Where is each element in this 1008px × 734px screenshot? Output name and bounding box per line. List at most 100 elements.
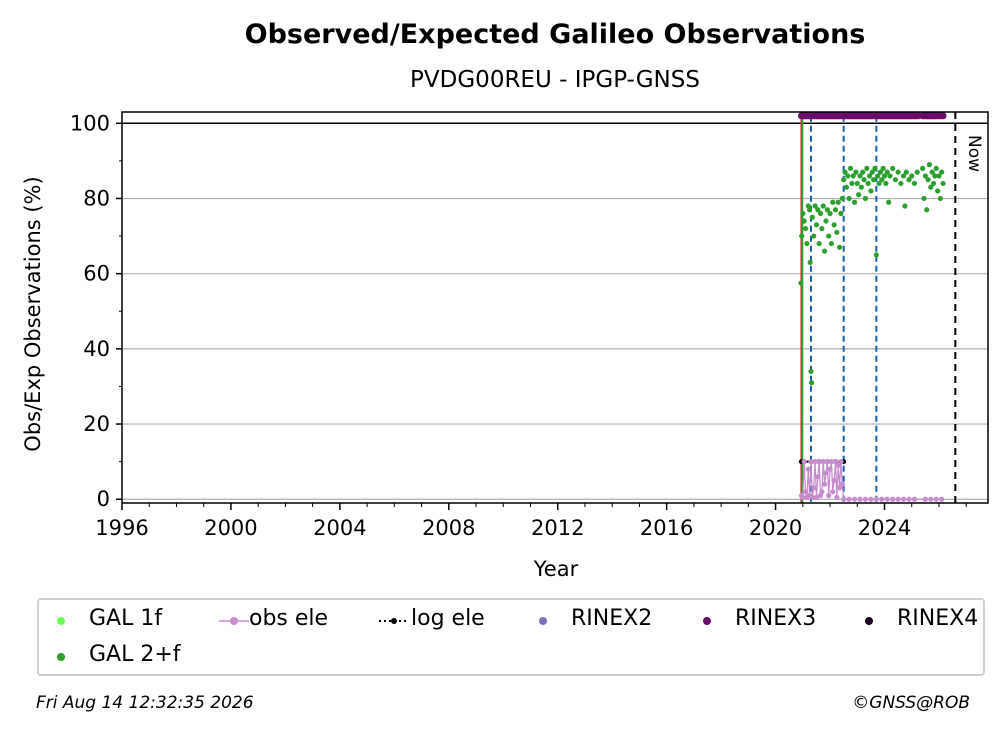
obs-ele-point: [813, 494, 820, 500]
gal2f-point: [877, 169, 884, 175]
x-tick-label: 2012: [531, 516, 584, 540]
chart: 0 20 40 60 80 100 1996 2000 2004 2008 2012 2016 2020…: [21, 19, 989, 581]
gal2f-point: [929, 169, 935, 175]
x-tick-label: 2020: [749, 516, 802, 540]
gal2f-point: [876, 180, 882, 187]
gal2f-point: [895, 169, 901, 175]
gal2f-point: [812, 203, 818, 209]
gal2f-point: [883, 180, 889, 187]
plot-background: [122, 112, 988, 503]
obs-ele-point: [890, 496, 896, 502]
y-tick-label: 20: [83, 412, 110, 436]
gal2f-point: [824, 207, 830, 213]
obs-ele-point: [839, 481, 845, 487]
x-tick-label: 2000: [204, 516, 257, 540]
y-tick-label: 40: [83, 337, 110, 361]
obs-ele-point: [824, 459, 830, 465]
gal2f-point: [838, 210, 844, 217]
legend-label-rinex3: RINEX3: [735, 606, 817, 631]
legend-label-rinex4: RINEX4: [897, 606, 979, 631]
gal2f-point: [817, 210, 824, 217]
data-marks: [797, 112, 947, 502]
gal2f-point: [815, 207, 821, 213]
gal2f-point: [820, 203, 826, 209]
obs-ele-point: [922, 496, 928, 502]
legend-marker-gal1f: [57, 617, 65, 625]
obs-ele-point: [809, 494, 815, 500]
gal2f-point: [884, 169, 890, 175]
obs-ele-point: [873, 496, 879, 502]
gal2f-point: [807, 207, 813, 213]
gal2f-point: [858, 184, 864, 190]
obs-ele-point: [836, 485, 843, 491]
gal2f-point: [835, 199, 841, 205]
gal2f-point: [925, 177, 931, 183]
obs-ele-point: [800, 494, 806, 500]
gal2f-point: [860, 169, 866, 175]
gal2f-point: [827, 210, 833, 217]
gal2f-point: [800, 210, 806, 217]
gal2f-point: [801, 218, 807, 224]
gal2f-point: [813, 222, 820, 228]
obs-ele-point: [906, 496, 912, 502]
gal2f-point: [873, 252, 879, 258]
obs-ele-point: [835, 462, 841, 469]
footer-copyright: ©GNSS@ROB: [852, 693, 970, 713]
chart-title: Observed/Expected Galileo Observations: [245, 19, 866, 50]
gal2f-point: [932, 173, 938, 179]
gal2f-point: [830, 199, 836, 205]
gal2f-point: [839, 195, 845, 202]
obs-ele-point: [933, 496, 939, 502]
legend-marker-gal2f: [57, 653, 65, 661]
gal2f-point: [826, 233, 832, 239]
gal2f-point: [921, 195, 927, 202]
gal2f-point: [880, 165, 886, 171]
gal2f-point: [798, 280, 804, 286]
gal2f-point: [906, 177, 912, 183]
obs-ele-point: [884, 496, 890, 502]
y-tick-label: 80: [83, 186, 110, 210]
gal2f-point: [841, 177, 847, 183]
legend-marker-rinex4: [865, 617, 873, 625]
legend-marker-rinex3: [703, 617, 711, 625]
y-tick-label: 60: [83, 262, 110, 286]
gal2f-point: [816, 240, 822, 247]
gal2f-point: [865, 180, 871, 187]
legend: GAL 1f obs ele log ele RINEX2 RINEX3 RIN…: [37, 598, 985, 676]
obs-ele-point: [822, 481, 828, 487]
obs-ele-point: [819, 489, 825, 495]
obs-ele-point: [879, 496, 885, 502]
obs-ele-point: [808, 459, 814, 465]
gal2f-point: [857, 173, 863, 179]
obs-ele-point: [900, 496, 907, 502]
gal2f-point: [851, 199, 858, 205]
obs-ele-point: [928, 496, 934, 502]
obs-ele-point: [834, 494, 840, 500]
gal2f-point: [849, 180, 855, 187]
obs-ele-point: [820, 459, 826, 465]
x-tick-label: 2008: [422, 516, 475, 540]
gal2f-point: [879, 177, 885, 183]
obs-ele-point: [851, 496, 858, 502]
obs-ele-point: [830, 489, 836, 495]
gal2f-point: [808, 380, 815, 386]
gal2f-point: [853, 169, 859, 175]
gal2f-point: [822, 248, 828, 254]
obs-ele-point: [911, 496, 918, 502]
gal2f-point: [930, 180, 937, 187]
x-tick-label: 2004: [313, 516, 366, 540]
gal2f-point: [911, 180, 918, 187]
gal2f-point: [832, 207, 839, 213]
gal2f-point: [869, 169, 875, 175]
obs-ele-point: [862, 496, 869, 502]
axes: 0 20 40 60 80 100 1996 2000 2004 2008 2012 2016 2020…: [70, 111, 989, 540]
gal2f-point: [924, 207, 930, 213]
gal2f-point: [845, 173, 851, 179]
obs-ele-point: [826, 492, 832, 499]
gal2f-point: [866, 173, 873, 179]
gal2f-point: [819, 225, 825, 232]
obs-ele-point: [831, 477, 837, 484]
y-axis-label: Obs/Exp Observations (%): [21, 176, 45, 451]
gal2f-point: [937, 195, 943, 202]
gal2f-point: [881, 173, 888, 179]
